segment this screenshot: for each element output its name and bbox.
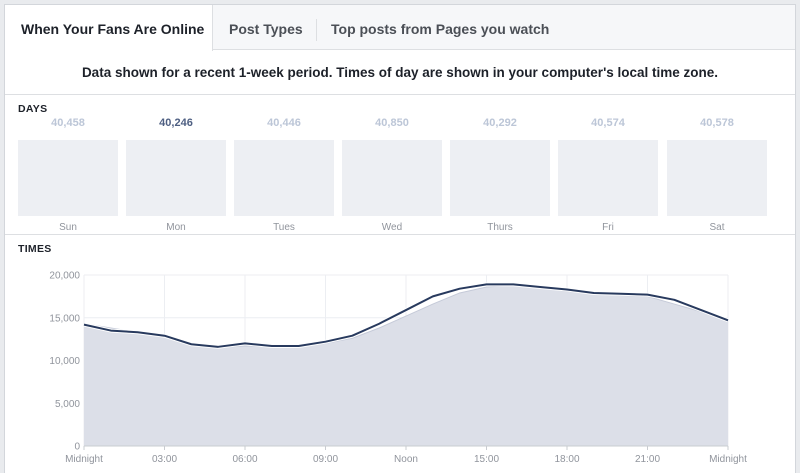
x-tick-label: 21:00 [635,454,660,465]
day-column-wed[interactable]: 40,850 Wed [342,117,442,233]
tab-bar: When Your Fans Are Online Post Types Top… [5,5,795,51]
day-bar[interactable] [667,140,767,216]
day-label: Mon [166,222,186,233]
day-column-mon[interactable]: 40,246 Mon [126,117,226,233]
day-label: Sat [709,222,725,233]
insights-panel: When Your Fans Are Online Post Types Top… [4,4,796,473]
x-tick-label: Midnight [709,454,747,465]
y-tick-label: 15,000 [49,313,80,324]
time-zone-notice: Data shown for a recent 1-week period. T… [81,65,719,80]
day-label: Wed [381,222,403,233]
day-column-sat[interactable]: 40,578 Sat [667,117,767,233]
x-tick-label: Midnight [65,454,103,465]
section-divider [5,234,795,235]
x-tick-label: 06:00 [232,454,257,465]
day-label: Fri [602,222,614,233]
tab-post-types[interactable]: Post Types [229,21,303,37]
x-tick-label: 15:00 [474,454,499,465]
x-tick-label: 03:00 [152,454,177,465]
y-tick-label: 20,000 [49,271,80,282]
day-count: 40,578 [700,117,734,129]
day-bar[interactable] [234,140,334,216]
days-section-label: DAYS [18,103,48,115]
y-tick-label: 10,000 [49,356,80,367]
day-bar[interactable] [558,140,658,216]
day-bar[interactable] [18,140,118,216]
selected-day-line [83,283,729,348]
day-count: 40,850 [375,117,409,129]
x-tick-label: 18:00 [554,454,579,465]
day-column-tues[interactable]: 40,446 Tues [234,117,334,233]
y-tick-label: 5,000 [55,399,80,410]
tab-when-fans-online[interactable]: When Your Fans Are Online [5,5,213,51]
x-tick-label: 09:00 [313,454,338,465]
day-count: 40,446 [267,117,301,129]
day-count: 40,458 [51,117,85,129]
day-column-sun[interactable]: 40,458 Sun [18,117,118,233]
tab-separator [316,19,317,41]
day-count: 40,292 [483,117,517,129]
day-count: 40,574 [591,117,625,129]
x-tick-label: Noon [394,454,418,465]
week-average-area [84,285,728,446]
day-column-fri[interactable]: 40,574 Fri [558,117,658,233]
day-bar[interactable] [342,140,442,216]
times-section-label: TIMES [18,243,52,255]
tab-top-posts[interactable]: Top posts from Pages you watch [331,21,550,37]
y-tick-label: 0 [74,442,80,453]
section-divider [5,94,795,95]
day-count: 40,246 [159,117,193,129]
day-bar[interactable] [450,140,550,216]
day-column-thurs[interactable]: 40,292 Thurs [450,117,550,233]
day-label: Tues [273,222,295,233]
day-bar[interactable] [126,140,226,216]
day-label: Sun [59,222,77,233]
day-label: Thurs [487,222,513,233]
